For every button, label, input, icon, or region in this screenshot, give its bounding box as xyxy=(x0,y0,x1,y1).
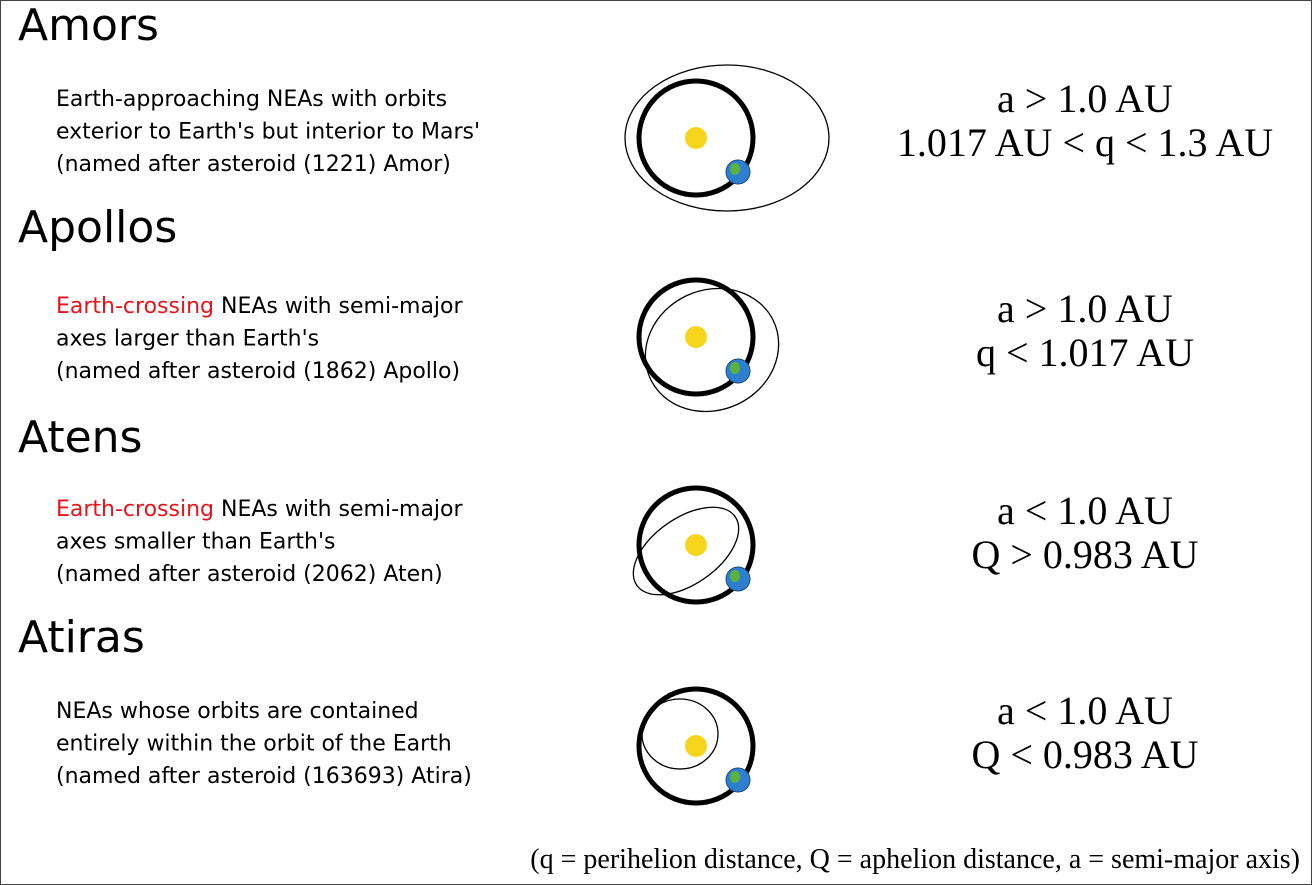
criterion: 1.017 AU < q < 1.3 AU xyxy=(897,120,1273,165)
description-line: (named after asteroid (1221) Amor) xyxy=(56,152,451,177)
description-line: (named after asteroid (1862) Apollo) xyxy=(56,359,460,384)
description-line: NEAs whose orbits are contained xyxy=(56,699,419,724)
section-title: Atiras xyxy=(18,612,145,663)
earth-land xyxy=(730,570,740,582)
highlight: Earth-crossing xyxy=(56,497,214,522)
sun xyxy=(685,326,707,348)
section-title: Atens xyxy=(18,412,142,463)
description-line: axes smaller than Earth's xyxy=(56,530,335,555)
criterion: q < 1.017 AU xyxy=(976,330,1194,375)
earth-land xyxy=(730,362,740,374)
sun xyxy=(685,127,707,149)
description-line: Earth-crossing NEAs with semi-major xyxy=(56,294,463,319)
earth-land xyxy=(730,163,740,175)
criterion: a > 1.0 AU xyxy=(997,76,1173,121)
criterion: a < 1.0 AU xyxy=(997,688,1173,733)
description-line: axes larger than Earth's xyxy=(56,327,319,352)
description-text: NEAs with semi-major xyxy=(221,497,463,522)
section-title: Amors xyxy=(18,0,159,51)
description-line: Earth-crossing NEAs with semi-major xyxy=(56,497,463,522)
criterion: Q < 0.983 AU xyxy=(971,732,1198,777)
criterion: a < 1.0 AU xyxy=(997,488,1173,533)
criterion: a > 1.0 AU xyxy=(997,286,1173,331)
page: (q = perihelion distance, Q = aphelion d… xyxy=(0,0,1312,885)
description-line: exterior to Earth's but interior to Mars… xyxy=(56,120,480,145)
description-line: (named after asteroid (163693) Atira) xyxy=(56,764,472,789)
description-line: (named after asteroid (2062) Aten) xyxy=(56,562,443,587)
section-title: Apollos xyxy=(18,202,177,253)
earth-land xyxy=(730,771,740,783)
criterion: Q > 0.983 AU xyxy=(971,532,1198,577)
description-text: NEAs with semi-major xyxy=(221,294,463,319)
description-line: Earth-approaching NEAs with orbits xyxy=(56,87,447,112)
highlight: Earth-crossing xyxy=(56,294,214,319)
sun xyxy=(685,534,707,556)
footnote: (q = perihelion distance, Q = aphelion d… xyxy=(530,844,1300,875)
description-line: entirely within the orbit of the Earth xyxy=(56,732,452,757)
sun xyxy=(685,735,707,757)
